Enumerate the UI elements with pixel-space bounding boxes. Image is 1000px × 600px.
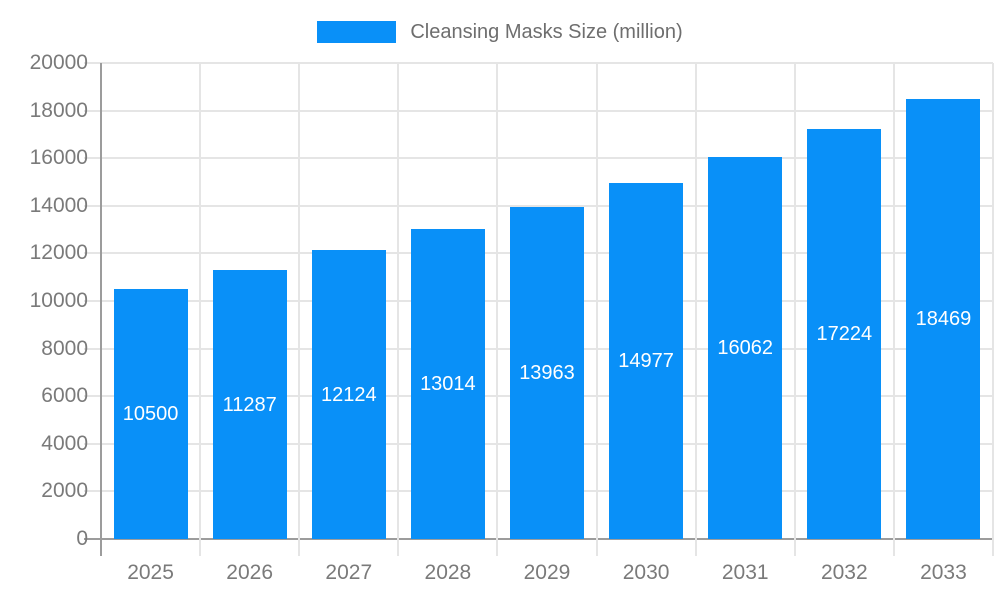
x-axis-tick-label: 2027 <box>325 561 373 584</box>
h-gridline <box>84 204 993 207</box>
legend-swatch <box>317 21 397 43</box>
bar <box>609 182 684 539</box>
legend-label: Cleansing Masks Size (million) <box>410 20 683 43</box>
h-gridline <box>84 157 993 160</box>
x-axis-tick-label: 2033 <box>920 561 967 584</box>
v-gridline <box>298 63 301 556</box>
v-gridline <box>496 63 499 556</box>
y-axis-tick-label: 4000 <box>41 431 88 455</box>
v-gridline <box>199 63 202 556</box>
chart-legend: Cleansing Masks Size (million) <box>0 14 1000 50</box>
y-axis-tick-label: 14000 <box>29 193 88 217</box>
bar <box>807 129 882 539</box>
legend-item[interactable]: Cleansing Masks Size (million) <box>317 20 683 44</box>
h-gridline <box>84 109 993 112</box>
y-axis-tick-label: 10000 <box>29 289 88 312</box>
x-axis-tick-label: 2026 <box>226 561 274 584</box>
y-axis-tick-label: 2000 <box>41 479 88 503</box>
bar <box>311 250 386 539</box>
v-gridline <box>892 63 895 556</box>
bar-value-label: 10500 <box>122 403 179 426</box>
y-axis-tick-label: 0 <box>76 527 88 550</box>
bar-value-label: 17224 <box>816 323 873 346</box>
v-gridline <box>694 63 697 556</box>
bar-value-label: 13963 <box>519 361 575 384</box>
x-axis-tick-label: 2025 <box>127 561 174 584</box>
v-gridline <box>793 63 796 556</box>
y-axis-line <box>100 63 102 556</box>
bar <box>113 289 188 539</box>
bar <box>906 99 981 539</box>
v-gridline <box>595 63 598 556</box>
h-gridline <box>84 62 993 64</box>
bar-value-label: 18469 <box>915 308 972 331</box>
y-axis-tick-label: 18000 <box>29 98 88 122</box>
x-axis-line <box>84 538 993 540</box>
y-axis-tick-label: 12000 <box>29 241 88 265</box>
x-axis-tick-label: 2032 <box>820 561 868 584</box>
v-gridline <box>397 63 400 556</box>
v-gridline <box>992 63 994 556</box>
y-axis-tick-label: 6000 <box>41 384 88 408</box>
bar <box>510 206 584 539</box>
bar-value-label: 13014 <box>420 373 476 396</box>
x-axis-tick-label: 2031 <box>721 561 769 584</box>
bar <box>212 270 287 539</box>
x-axis-tick-label: 2030 <box>622 561 670 584</box>
y-axis-tick-label: 20000 <box>29 51 88 74</box>
bar-value-label: 14977 <box>618 349 674 372</box>
y-axis-tick-label: 8000 <box>41 336 88 360</box>
bar-value-label: 12124 <box>320 383 377 406</box>
x-axis-tick-label: 2028 <box>424 561 472 584</box>
bar-value-label: 11287 <box>222 393 277 416</box>
y-axis-tick-label: 16000 <box>29 146 88 170</box>
bar <box>410 229 485 539</box>
bar <box>708 156 783 539</box>
bar-value-label: 16062 <box>717 336 774 359</box>
x-axis-tick-label: 2029 <box>523 561 571 584</box>
